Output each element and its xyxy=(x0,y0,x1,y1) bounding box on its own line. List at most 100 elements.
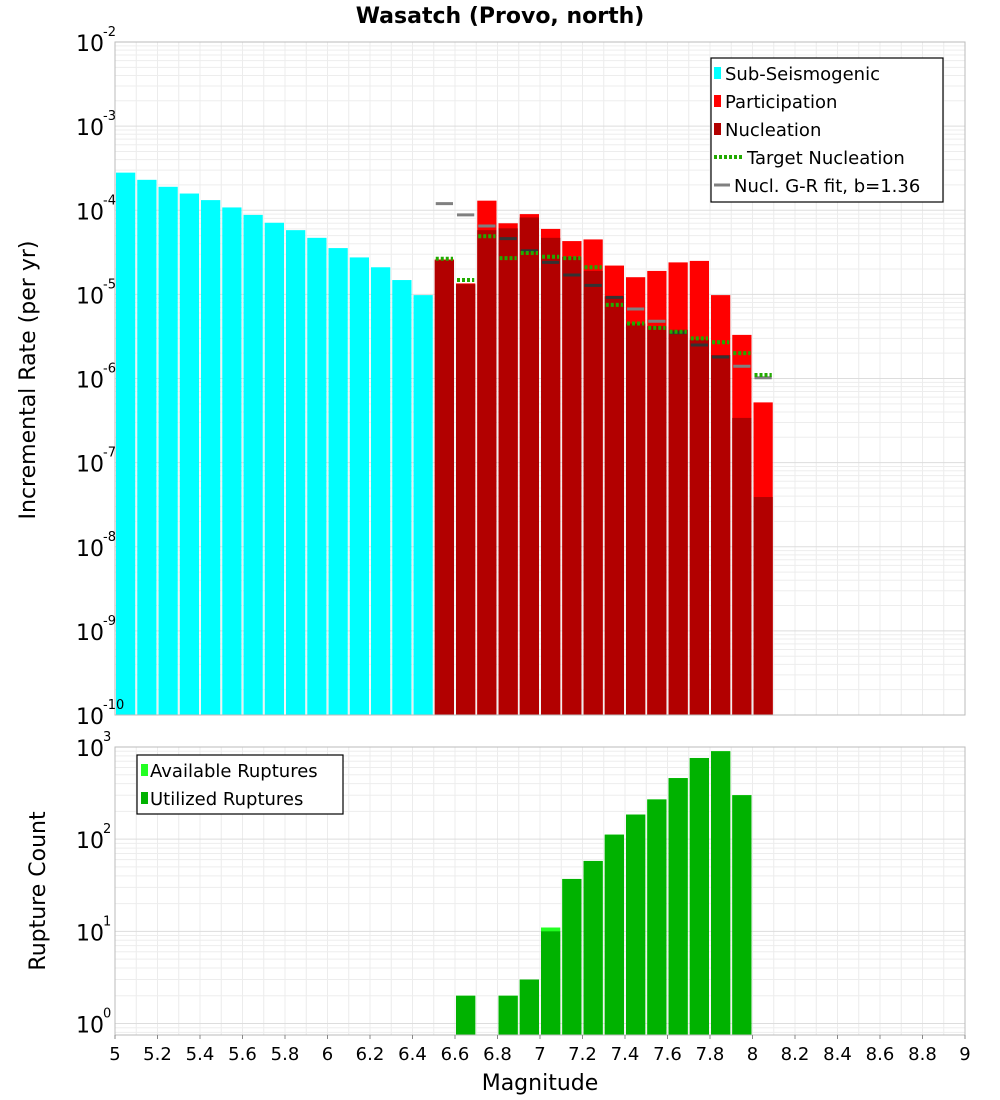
sub-seismogenic-bar xyxy=(243,214,263,715)
y-tick-label: 10 xyxy=(76,284,104,309)
y-tick-label: 10 xyxy=(76,737,104,762)
x-tick-label: 6.4 xyxy=(398,1044,427,1065)
sub-seismogenic-bar xyxy=(116,172,136,716)
y-tick-label: 10 xyxy=(76,453,104,478)
legend-label-utilized: Utilized Ruptures xyxy=(150,789,303,810)
rate-y-axis-label: Incremental Rate (per yr) xyxy=(16,241,41,520)
count-legend: Available Ruptures Utilized Ruptures xyxy=(136,754,344,815)
x-tick-label: 7.4 xyxy=(611,1044,640,1065)
sub-seismogenic-bar xyxy=(349,257,369,715)
nucleation-bar xyxy=(562,256,582,715)
sub-seismogenic-bar xyxy=(371,267,391,715)
y-tick-exponent: -6 xyxy=(103,362,116,377)
y-tick-exponent: 0 xyxy=(103,1006,111,1021)
rate-bars xyxy=(116,172,773,716)
x-tick-label: 8.2 xyxy=(781,1044,810,1065)
legend-swatch-utilized xyxy=(141,792,148,804)
y-tick-label: 10 xyxy=(76,200,104,225)
nucleation-bar xyxy=(541,237,561,715)
x-tick-label: 6 xyxy=(322,1044,333,1065)
nucleation-bar xyxy=(434,260,454,715)
nucleation-bar xyxy=(647,326,667,715)
x-tick-label: 9 xyxy=(959,1044,970,1065)
sub-seismogenic-bar xyxy=(201,200,221,716)
nucleation-bar xyxy=(477,230,497,716)
sub-seismogenic-bar xyxy=(222,207,242,715)
x-tick-label: 7.8 xyxy=(696,1044,725,1065)
y-tick-exponent: -8 xyxy=(103,530,116,545)
rate-legend: Sub-Seismogenic Participation Nucleation… xyxy=(710,57,944,203)
utilized-ruptures-bar xyxy=(732,795,752,1035)
utilized-ruptures-bar xyxy=(604,834,624,1035)
nucleation-bar xyxy=(456,284,476,715)
count-y-axis-label: Rupture Count xyxy=(26,811,51,971)
count-x-ticks: 5 5.2 5.4 5.6 5.8 6 6.2 6.4 6.6 6.8 7 7.2 7.4 7.6 7.8 8… xyxy=(109,1035,971,1065)
x-tick-label: 6.8 xyxy=(483,1044,512,1065)
legend-label-target-nucleation: Target Nucleation xyxy=(746,148,905,169)
x-tick-label: 5.4 xyxy=(186,1044,215,1065)
utilized-ruptures-bar xyxy=(689,757,709,1035)
utilized-ruptures-bar xyxy=(626,814,646,1035)
y-tick-label: 10 xyxy=(76,621,104,646)
legend-swatch-participation xyxy=(714,95,721,107)
y-tick-exponent: 1 xyxy=(103,914,111,929)
sub-seismogenic-bar xyxy=(137,179,157,715)
x-tick-label: 5.6 xyxy=(228,1044,257,1065)
sub-seismogenic-bar xyxy=(328,248,348,715)
utilized-ruptures-bar xyxy=(541,931,561,1035)
y-tick-label: 10 xyxy=(76,829,104,854)
rate-plot-frame xyxy=(114,41,966,716)
utilized-ruptures-bar xyxy=(647,799,667,1035)
legend-swatch-nucleation xyxy=(714,123,721,135)
x-axis-label: Magnitude xyxy=(482,1071,599,1096)
y-tick-exponent: -4 xyxy=(103,193,116,208)
x-tick-label: 8 xyxy=(747,1044,758,1065)
y-tick-exponent: -5 xyxy=(103,277,116,292)
sub-seismogenic-bar xyxy=(307,237,327,715)
x-tick-label: 5 xyxy=(109,1044,120,1065)
x-tick-label: 5.2 xyxy=(143,1044,172,1065)
rate-legend-box xyxy=(710,57,944,203)
y-tick-label: 10 xyxy=(76,921,104,946)
y-tick-exponent: -2 xyxy=(103,25,116,40)
sub-seismogenic-bar xyxy=(413,295,433,715)
nucleation-bar xyxy=(604,296,624,715)
y-tick-label: 10 xyxy=(76,705,104,730)
legend-swatch-sub-seismogenic xyxy=(714,67,721,79)
sub-seismogenic-bar xyxy=(158,186,178,715)
legend-swatch-available xyxy=(141,764,148,776)
y-tick-exponent: 3 xyxy=(103,730,111,745)
utilized-ruptures-bar xyxy=(456,995,476,1035)
y-tick-exponent: -9 xyxy=(103,614,116,629)
nucleation-bar xyxy=(753,497,773,715)
x-tick-label: 6.2 xyxy=(356,1044,385,1065)
y-tick-label: 10 xyxy=(76,537,104,562)
utilized-ruptures-bar xyxy=(583,860,603,1035)
x-tick-label: 8.6 xyxy=(866,1044,895,1065)
utilized-ruptures-bar xyxy=(668,778,688,1035)
utilized-ruptures-bar xyxy=(562,878,582,1035)
nucleation-bar xyxy=(732,417,752,715)
nucleation-bar xyxy=(498,228,518,715)
nucleation-bar xyxy=(668,329,688,715)
x-tick-label: 7 xyxy=(534,1044,545,1065)
count-legend-box xyxy=(136,754,344,815)
chart-title: Wasatch (Provo, north) xyxy=(356,4,645,29)
y-tick-exponent: 2 xyxy=(103,822,111,837)
y-tick-label: 10 xyxy=(76,32,104,57)
legend-label-gr-fit: Nucl. G-R fit, b=1.36 xyxy=(734,176,920,197)
y-tick-exponent: -10 xyxy=(103,698,124,713)
x-tick-label: 6.6 xyxy=(441,1044,470,1065)
utilized-ruptures-bar xyxy=(498,995,518,1035)
y-tick-label: 10 xyxy=(76,1013,104,1038)
nucleation-bar xyxy=(583,270,603,715)
count-bars xyxy=(456,751,752,1035)
y-tick-label: 10 xyxy=(76,116,104,141)
x-tick-label: 5.8 xyxy=(271,1044,300,1065)
nucleation-bar xyxy=(689,339,709,715)
rate-line-marks xyxy=(435,202,772,380)
x-tick-label: 7.6 xyxy=(653,1044,682,1065)
